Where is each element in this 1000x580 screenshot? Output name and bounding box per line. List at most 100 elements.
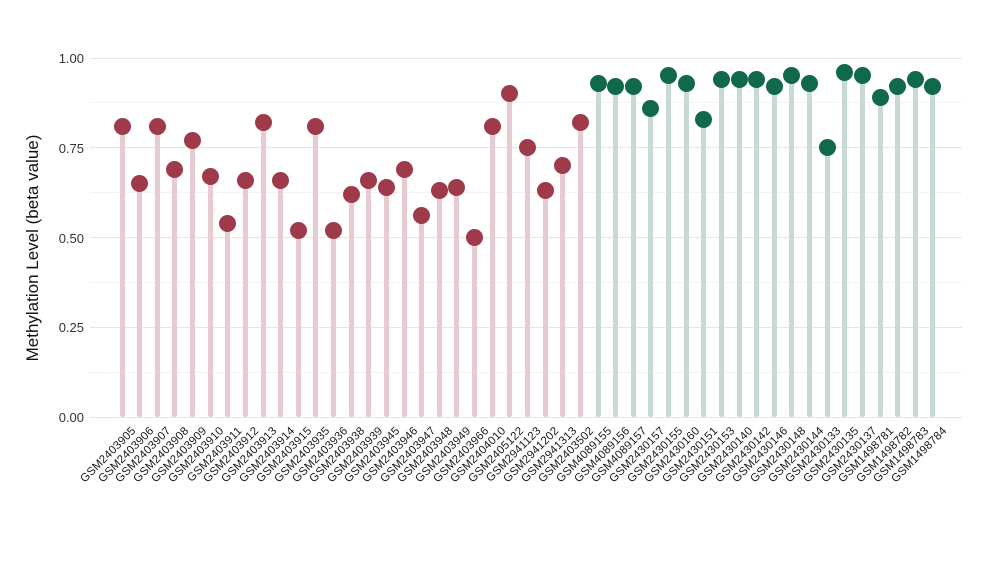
lollipop-stem bbox=[701, 119, 707, 417]
data-point-dot bbox=[660, 67, 678, 85]
data-point-dot bbox=[642, 99, 660, 117]
lollipop-stem bbox=[348, 194, 354, 417]
data-point-dot bbox=[219, 214, 237, 232]
lollipop-stem bbox=[383, 187, 389, 417]
data-point-dot bbox=[307, 117, 325, 135]
lollipop-stem bbox=[895, 86, 901, 417]
data-point-dot bbox=[131, 175, 149, 193]
lollipop-stem bbox=[877, 97, 883, 417]
data-point-dot bbox=[166, 160, 184, 178]
lollipop-stem bbox=[190, 140, 196, 417]
lollipop-stem bbox=[683, 83, 689, 417]
data-point-dot bbox=[201, 167, 219, 185]
data-point-dot bbox=[413, 207, 431, 225]
data-point-dot bbox=[254, 114, 272, 132]
lollipop-stem bbox=[278, 180, 284, 417]
gridline-major bbox=[90, 416, 962, 418]
lollipop-stem bbox=[260, 122, 266, 417]
data-point-dot bbox=[783, 67, 801, 85]
lollipop-stem bbox=[154, 126, 160, 417]
lollipop-stem bbox=[524, 147, 530, 417]
y-axis: 1.00 0.75 0.50 0.25 0.00 bbox=[0, 52, 84, 424]
lollipop-stem bbox=[225, 223, 231, 417]
lollipop-stem bbox=[207, 176, 213, 417]
lollipop-stem bbox=[366, 180, 372, 417]
lollipop-stem bbox=[119, 126, 125, 417]
lollipop-stem bbox=[630, 86, 636, 417]
data-point-dot bbox=[325, 221, 343, 239]
lollipop-stem bbox=[859, 75, 865, 417]
data-point-dot bbox=[342, 185, 360, 203]
data-point-dot bbox=[624, 78, 642, 96]
lollipop-stem bbox=[507, 93, 513, 417]
lollipop-stem bbox=[824, 147, 830, 417]
lollipop-stem bbox=[313, 126, 319, 417]
lollipop-stem bbox=[454, 187, 460, 417]
data-point-dot bbox=[236, 171, 254, 189]
y-tick-label: 0.75 bbox=[58, 140, 84, 156]
lollipop-stem bbox=[172, 169, 178, 417]
lollipop-stem bbox=[577, 122, 583, 417]
data-point-dot bbox=[395, 160, 413, 178]
lollipop-stem bbox=[419, 215, 425, 417]
lollipop-stem bbox=[560, 165, 566, 417]
lollipop-stem bbox=[771, 86, 777, 417]
data-point-dot bbox=[906, 71, 924, 89]
data-point-dot bbox=[571, 114, 589, 132]
gridline-minor bbox=[90, 102, 962, 104]
lollipop-stem bbox=[613, 86, 619, 417]
data-point-dot bbox=[430, 182, 448, 200]
data-point-dot bbox=[836, 63, 854, 81]
lollipop-stem bbox=[789, 75, 795, 417]
data-point-dot bbox=[607, 78, 625, 96]
data-point-dot bbox=[448, 178, 466, 196]
data-point-dot bbox=[377, 178, 395, 196]
data-point-dot bbox=[536, 182, 554, 200]
lollipop-stem bbox=[736, 79, 742, 417]
data-point-dot bbox=[748, 71, 766, 89]
lollipop-stem bbox=[648, 108, 654, 417]
data-point-dot bbox=[113, 117, 131, 135]
lollipop-stem bbox=[842, 72, 848, 417]
y-tick-label: 0.25 bbox=[58, 320, 84, 336]
lollipop-stem bbox=[242, 180, 248, 417]
lollipop-stem bbox=[930, 86, 936, 417]
data-point-dot bbox=[853, 67, 871, 85]
lollipop-stem bbox=[807, 83, 813, 417]
y-tick-label: 0.00 bbox=[58, 410, 84, 425]
y-tick-label: 1.00 bbox=[58, 51, 84, 66]
lollipop-stem bbox=[595, 83, 601, 417]
data-point-dot bbox=[730, 71, 748, 89]
data-point-dot bbox=[695, 110, 713, 128]
gridline-major bbox=[90, 57, 962, 59]
data-point-dot bbox=[148, 117, 166, 135]
data-point-dot bbox=[871, 88, 889, 106]
data-point-dot bbox=[801, 74, 819, 92]
data-point-dot bbox=[589, 74, 607, 92]
data-point-dot bbox=[518, 139, 536, 157]
plot-area bbox=[90, 57, 962, 418]
lollipop-stem bbox=[436, 190, 442, 417]
data-point-dot bbox=[184, 132, 202, 150]
lollipop-stem bbox=[666, 75, 672, 417]
data-point-dot bbox=[924, 78, 942, 96]
data-point-dot bbox=[360, 171, 378, 189]
lollipop-stem bbox=[331, 230, 337, 417]
lollipop-stem bbox=[489, 126, 495, 417]
lollipop-stem bbox=[295, 230, 301, 417]
lollipop-stem bbox=[401, 169, 407, 417]
data-point-dot bbox=[677, 74, 695, 92]
lollipop-stem bbox=[912, 79, 918, 417]
data-point-dot bbox=[483, 117, 501, 135]
lollipop-stem bbox=[472, 237, 478, 417]
y-tick-label: 0.50 bbox=[58, 230, 84, 246]
lollipop-stem bbox=[542, 190, 548, 417]
data-point-dot bbox=[289, 221, 307, 239]
lollipop-stem bbox=[754, 79, 760, 417]
data-point-dot bbox=[466, 229, 484, 246]
data-point-dot bbox=[272, 171, 290, 189]
data-point-dot bbox=[818, 139, 836, 157]
data-point-dot bbox=[501, 85, 519, 103]
data-point-dot bbox=[712, 71, 730, 89]
